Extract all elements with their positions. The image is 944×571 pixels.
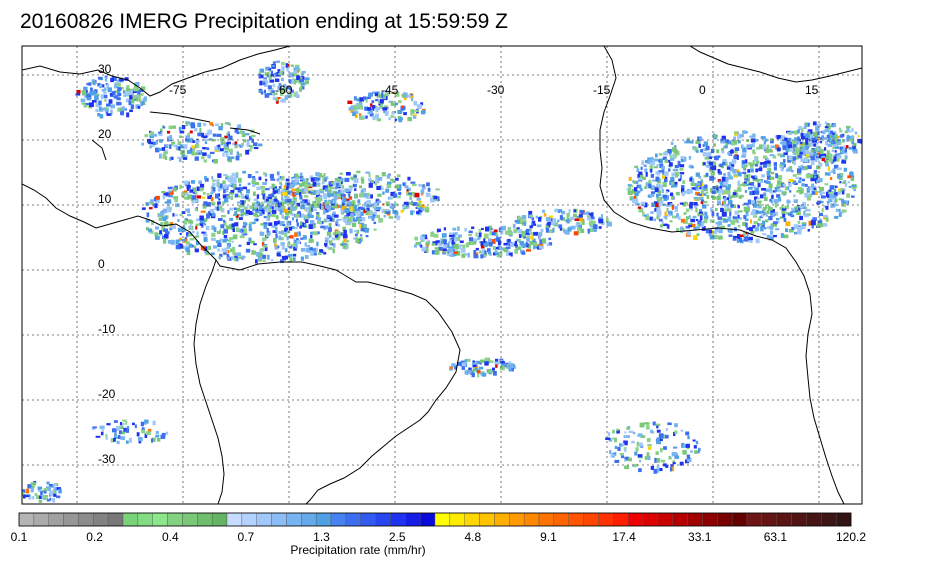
colorbar-swatch bbox=[226, 512, 243, 527]
colorbar-tick-label: 4.8 bbox=[464, 530, 481, 544]
colorbar-swatch bbox=[538, 512, 555, 527]
colorbar-tick-label: 17.4 bbox=[612, 530, 636, 544]
colorbar-swatch bbox=[360, 512, 376, 527]
colorbar-swatch bbox=[63, 512, 79, 527]
precipitation-field bbox=[22, 60, 862, 503]
colorbar-swatch bbox=[642, 512, 659, 527]
colorbar-swatch bbox=[419, 512, 436, 527]
colorbar-swatch bbox=[791, 512, 807, 527]
colorbar-tick-label: 33.1 bbox=[688, 530, 712, 544]
colorbar-swatch bbox=[568, 512, 584, 527]
graticule bbox=[22, 46, 862, 504]
colorbar-swatches bbox=[18, 512, 852, 527]
colorbar-swatch bbox=[286, 512, 302, 527]
colorbar-swatch bbox=[821, 512, 837, 527]
colorbar-swatch bbox=[761, 512, 777, 527]
colorbar-swatch bbox=[583, 512, 599, 527]
colorbar-swatch bbox=[434, 512, 451, 527]
colorbar-swatch bbox=[672, 512, 688, 527]
colorbar-tick-label: 9.1 bbox=[540, 530, 557, 544]
map-frame bbox=[21, 45, 863, 505]
colorbar-swatch bbox=[627, 512, 644, 527]
colorbar-swatch bbox=[479, 512, 495, 527]
colorbar-swatch bbox=[315, 512, 332, 527]
colorbar-swatch bbox=[122, 512, 139, 527]
colorbar-swatch bbox=[167, 512, 183, 527]
colorbar-swatch bbox=[553, 512, 569, 527]
colorbar-tick-label: 0.4 bbox=[162, 530, 179, 544]
colorbar-swatch bbox=[137, 512, 153, 527]
colorbar-swatch bbox=[464, 512, 480, 527]
colorbar-tick-label: 0.1 bbox=[11, 530, 28, 544]
lat-label: -20 bbox=[98, 387, 116, 401]
colorbar-swatch bbox=[598, 512, 614, 527]
lon-label: 0 bbox=[699, 83, 706, 97]
lon-label: -75 bbox=[169, 83, 187, 97]
colorbar-swatch bbox=[390, 512, 406, 527]
lon-label: -45 bbox=[381, 83, 399, 97]
colorbar-swatch bbox=[271, 512, 287, 527]
colorbar-tick-labels: 0.1 0.2 0.4 0.7 1.3 2.5 4.8 9.1 17.4 33.1 63.1 120.… bbox=[11, 530, 867, 544]
colorbar-swatch bbox=[18, 512, 35, 527]
colorbar-swatch bbox=[48, 512, 64, 527]
colorbar-swatch bbox=[523, 512, 540, 527]
lat-label: 10 bbox=[98, 192, 112, 206]
colorbar-swatch bbox=[93, 512, 109, 527]
colorbar-swatch bbox=[494, 512, 510, 527]
lon-label: 15 bbox=[805, 83, 819, 97]
grid-labels: -75 -60 -45 -30 -15 0 15 30 20 10 0 -10 -20 -30 bbox=[98, 62, 819, 466]
colorbar-swatch bbox=[657, 512, 673, 527]
colorbar-tick-label: 2.5 bbox=[389, 530, 406, 544]
colorbar-swatch bbox=[449, 512, 465, 527]
lon-label: -30 bbox=[487, 83, 505, 97]
colorbar-title: Precipitation rate (mm/hr) bbox=[290, 543, 425, 557]
colorbar-swatch bbox=[835, 512, 852, 527]
colorbar-swatch bbox=[731, 512, 748, 527]
colorbar-swatch bbox=[256, 512, 272, 527]
colorbar-swatch bbox=[182, 512, 198, 527]
colorbar-tick-label: 0.2 bbox=[86, 530, 103, 544]
colorbar-swatch bbox=[197, 512, 213, 527]
colorbar-swatch bbox=[78, 512, 94, 527]
colorbar-swatch bbox=[330, 512, 347, 527]
colorbar-swatch bbox=[405, 512, 421, 527]
lat-label: -30 bbox=[98, 452, 116, 466]
colorbar-swatch bbox=[152, 512, 168, 527]
colorbar-swatch bbox=[702, 512, 718, 527]
lon-label: -60 bbox=[275, 83, 293, 97]
colorbar-swatch bbox=[241, 512, 257, 527]
colorbar-swatch bbox=[717, 512, 733, 527]
coastlines bbox=[22, 46, 862, 504]
colorbar-tick-label: 1.3 bbox=[313, 530, 330, 544]
colorbar-swatch bbox=[301, 512, 317, 527]
colorbar-swatch bbox=[345, 512, 361, 527]
colorbar-swatch bbox=[806, 512, 822, 527]
colorbar-swatch bbox=[746, 512, 763, 527]
lat-label: 20 bbox=[98, 127, 112, 141]
colorbar-tick-label: 0.7 bbox=[238, 530, 255, 544]
colorbar-tick-label: 120.2 bbox=[836, 530, 866, 544]
colorbar-swatch bbox=[211, 512, 228, 527]
colorbar-swatch bbox=[687, 512, 703, 527]
lon-label: -15 bbox=[593, 83, 611, 97]
colorbar-swatch bbox=[776, 512, 792, 527]
colorbar-swatch bbox=[375, 512, 391, 527]
lat-label: 30 bbox=[98, 62, 112, 76]
colorbar-swatch bbox=[33, 512, 49, 527]
lat-label: 0 bbox=[98, 257, 105, 271]
lat-label: -10 bbox=[98, 322, 116, 336]
colorbar-swatch bbox=[509, 512, 525, 527]
colorbar-swatch bbox=[613, 512, 629, 527]
map-title: 20160826 IMERG Precipitation ending at 1… bbox=[20, 10, 508, 33]
colorbar-tick-label: 63.1 bbox=[764, 530, 788, 544]
colorbar-swatch bbox=[107, 512, 124, 527]
